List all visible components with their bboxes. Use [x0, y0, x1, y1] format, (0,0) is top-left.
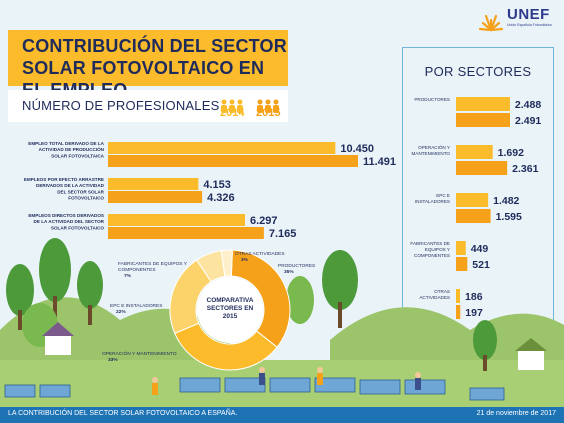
donut-slice-label: OTRAS ACTIVIDADES [235, 251, 285, 257]
employment-bar-chart: EMPLEO TOTAL DERIVADO DE LA ACTIVIDAD DE … [24, 141, 396, 240]
legend-year-2015: 2015 [256, 107, 281, 119]
sector-bar-value: 1.595 [496, 211, 522, 223]
sector-bar-2014 [456, 193, 489, 207]
sector-bar-2015 [456, 257, 468, 271]
solar-panels [4, 377, 505, 401]
donut-slice-label: FABRICANTES DE EQUIPOS Y COMPONENTES [118, 261, 188, 273]
bar-value-label: 11.491 [363, 156, 396, 168]
houses [42, 322, 547, 370]
sector-bar-2014 [456, 97, 510, 111]
category-label: EMPLEOS POR EFECTO ARRASTRE DERIVADOS DE … [24, 177, 105, 201]
title-banner [8, 30, 288, 86]
people-2015-icon [257, 99, 279, 113]
sector-bar-value: 186 [465, 291, 483, 303]
brand-name: UNEF [507, 6, 550, 23]
bar-value-label: 10.450 [340, 143, 374, 155]
bar-2015 [108, 191, 203, 203]
people-2014-icon [221, 99, 243, 113]
donut-slice [230, 249, 291, 348]
donut-title: COMPARATIVA SECTORES EN 2015 [207, 297, 254, 320]
donut-slice-percent: 3% [241, 257, 249, 263]
category-label: EMPLEOS DIRECTOS DERIVADOS DE LA ACTIVIDA… [28, 213, 104, 230]
sector-label: FABRICANTES DE EQUIPOS Y COMPONENTES [410, 241, 450, 258]
sector-label: PRODUCTORES [414, 97, 450, 102]
donut-slice-percent: 22% [116, 309, 126, 315]
donut-slice-label: PRODUCTORES [278, 263, 315, 269]
sector-bar-2015 [456, 305, 461, 319]
sectors-bar-chart: PRODUCTORES 2.488 2.491 OPERACIÓN Y MANTENIM… [410, 97, 541, 319]
trees-left [6, 238, 103, 347]
sun-logo-icon [478, 14, 504, 32]
trees-right [286, 250, 497, 371]
sector-bar-value: 197 [465, 307, 483, 319]
donut-center [197, 277, 263, 343]
sector-bar-2015 [456, 161, 508, 175]
donut-slice-percent: 7% [124, 273, 132, 279]
bar-value-label: 4.153 [203, 179, 231, 191]
donut-slice-percent: 35% [284, 269, 294, 275]
donut-slice [220, 249, 233, 277]
bar-2014 [108, 178, 199, 190]
sector-bar-value: 1.482 [493, 195, 519, 207]
bar-2014 [108, 142, 336, 154]
brand-subtitle: Unión Española Fotovoltaica [507, 23, 552, 27]
footer-caption: LA CONTRIBUCIÓN DEL SECTOR SOLAR FOTOVOL… [8, 410, 238, 417]
workers [152, 367, 421, 395]
bar-value-label: 6.297 [250, 215, 278, 227]
bar-2015 [108, 155, 358, 167]
sector-bar-value: 2.491 [515, 115, 541, 127]
bar-value-label: 4.326 [207, 192, 235, 204]
sector-bar-2015 [456, 113, 510, 127]
sector-label: OPERACIÓN Y MANTENIMIENTO [412, 144, 451, 156]
footer-bar [0, 407, 564, 423]
footer-date: 21 de noviembre de 2017 [476, 410, 556, 417]
bar-2015 [108, 227, 264, 239]
donut-slice-label: OPERACIÓN Y MANTENIMIENTO [102, 350, 177, 357]
sector-bar-value: 2.488 [515, 99, 541, 111]
sector-bar-value: 2.361 [512, 163, 538, 175]
sectors-title: POR SECTORES [424, 64, 532, 79]
category-label: EMPLEO TOTAL DERIVADO DE LA ACTIVIDAD DE … [28, 141, 104, 158]
sector-bar-2015 [456, 209, 491, 223]
donut-slice [174, 322, 278, 371]
sector-bar-value: 521 [472, 259, 490, 271]
sector-bar-value: 1.692 [498, 147, 524, 159]
sector-bar-value: 449 [471, 243, 489, 255]
bar-value-label: 7.165 [269, 228, 297, 240]
sector-bar-2014 [456, 145, 493, 159]
sector-label: OTRAS ACTIVIDADES [419, 289, 450, 300]
legend-year-2014: 2014 [220, 107, 245, 119]
page-subtitle: NÚMERO DE PROFESIONALES [22, 98, 220, 113]
donut-slice-label: EPC E INSTALADORES [110, 303, 162, 309]
bar-2014 [108, 214, 245, 226]
sector-bar-2014 [456, 241, 466, 255]
donut-slice-percent: 33% [108, 357, 118, 363]
sector-label: EPC E INSTALADORES [415, 193, 450, 204]
sector-bar-2014 [456, 289, 461, 303]
